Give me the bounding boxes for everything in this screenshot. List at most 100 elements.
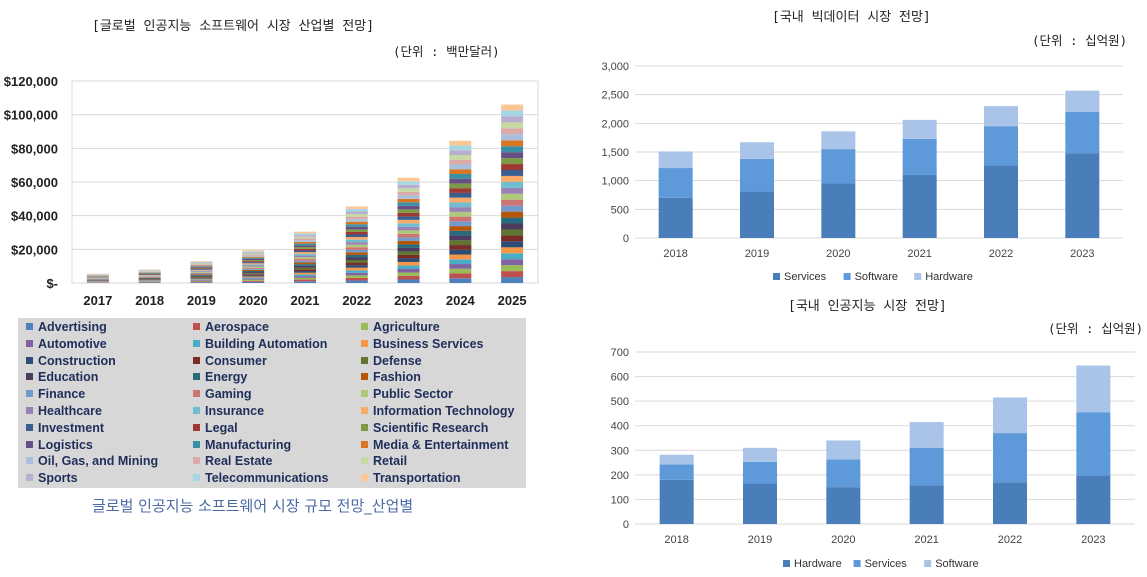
legend-label: Defense bbox=[373, 353, 422, 368]
legend-swatch bbox=[853, 560, 861, 567]
legend-label: Energy bbox=[205, 370, 248, 385]
bar-segment-2022-22 bbox=[345, 224, 368, 227]
bar-segment-2024-27 bbox=[449, 150, 472, 155]
legend-swatch bbox=[783, 560, 790, 567]
bar-segment-2019-12 bbox=[190, 273, 213, 275]
legend-label: Investment bbox=[38, 420, 104, 435]
y-tick-label: 500 bbox=[611, 204, 629, 216]
bar-hardware-2023 bbox=[1065, 90, 1100, 112]
x-tick-label: 2023 bbox=[1070, 248, 1094, 260]
legend-swatch bbox=[773, 273, 780, 280]
legend-label: Building Automation bbox=[205, 336, 328, 351]
legend-label: Business Services bbox=[373, 336, 484, 351]
bar-segment-2023-6 bbox=[397, 258, 420, 262]
bar-segment-2022-25 bbox=[345, 216, 368, 220]
legend-item: Fashion bbox=[361, 369, 421, 385]
bar-segment-2022-16 bbox=[345, 239, 368, 243]
bar-segment-2025-3 bbox=[501, 259, 524, 266]
bar-segment-2022-12 bbox=[345, 249, 368, 253]
bar-software-2018 bbox=[659, 454, 694, 465]
bar-segment-2025-22 bbox=[501, 146, 524, 153]
legend-item: Information Technology bbox=[361, 403, 514, 419]
left-chart-unit: (단위 : 백만달러) bbox=[393, 44, 500, 59]
legend-item: Insurance bbox=[193, 403, 264, 419]
x-tick-label: 2019 bbox=[748, 534, 772, 546]
bar-segment-2023-12 bbox=[397, 237, 420, 241]
bar-segment-2024-10 bbox=[449, 230, 472, 236]
bar-segment-2020-10 bbox=[242, 270, 265, 273]
bar-hardware-2019 bbox=[743, 483, 777, 524]
bar-segment-2019-28 bbox=[190, 261, 213, 263]
y-tick-label: $100,000 bbox=[4, 108, 58, 123]
bar-segment-2025-9 bbox=[501, 223, 524, 230]
bar-segment-2019-21 bbox=[190, 266, 213, 268]
legend-label: Manufacturing bbox=[205, 437, 292, 452]
bar-segment-2019-16 bbox=[190, 270, 213, 272]
bar-software-2022 bbox=[993, 397, 1027, 434]
bar-segment-2020-12 bbox=[242, 268, 265, 270]
bar-segment-2025-7 bbox=[501, 235, 524, 242]
legend-swatch bbox=[361, 323, 368, 330]
bar-segment-2020-20 bbox=[242, 260, 265, 262]
legend-item: Sports bbox=[26, 470, 78, 486]
legend-swatch bbox=[26, 356, 33, 364]
legend-swatch bbox=[193, 423, 200, 431]
bar-segment-2021-7 bbox=[294, 269, 316, 272]
bar-segment-2024-1 bbox=[449, 273, 472, 279]
bar-segment-2025-14 bbox=[501, 193, 524, 200]
bar-segment-2024-25 bbox=[449, 159, 472, 165]
bar-services-2021 bbox=[909, 447, 944, 486]
y-tick-label: 3,000 bbox=[601, 61, 629, 73]
legend-label: Software bbox=[935, 558, 978, 570]
legend-swatch bbox=[193, 457, 200, 465]
ai-chart-unit: (단위 : 십억원) bbox=[1048, 321, 1144, 336]
bar-segment-2020-1 bbox=[242, 280, 265, 282]
legend-label: Aerospace bbox=[205, 320, 269, 334]
bar-segment-2022-13 bbox=[345, 247, 368, 250]
bar-segment-2020-2 bbox=[242, 279, 265, 281]
bar-segment-2019-0 bbox=[190, 282, 213, 283]
bar-services-2018 bbox=[659, 464, 694, 480]
bar-segment-2024-6 bbox=[449, 249, 472, 255]
legend-item: Defense bbox=[361, 353, 422, 369]
bar-software-2019 bbox=[740, 158, 774, 192]
x-tick-label: 2023 bbox=[394, 293, 423, 308]
legend-item: Transportation bbox=[361, 470, 461, 486]
legend-label: Advertising bbox=[38, 320, 107, 334]
domestic-bigdata-chart: 0 500 1,000 1,500 2,000 2,500 3,000 2018 2019 202… bbox=[601, 61, 1123, 283]
y-tick-label: 100 bbox=[611, 494, 629, 506]
bar-segment-2021-2 bbox=[294, 277, 316, 280]
bar-services-2020 bbox=[821, 183, 856, 238]
bar-segment-2021-8 bbox=[294, 267, 316, 270]
bar-software-2019 bbox=[743, 447, 777, 462]
bar-segment-2019-11 bbox=[190, 274, 213, 275]
x-tick-label: 2022 bbox=[989, 248, 1013, 260]
legend-label: Gaming bbox=[205, 387, 252, 402]
y-tick-label: 0 bbox=[623, 233, 629, 245]
legend-swatch bbox=[193, 407, 200, 414]
bar-segment-2019-8 bbox=[190, 276, 213, 278]
legend-swatch bbox=[26, 373, 33, 381]
legend-label: Telecommunications bbox=[205, 471, 329, 486]
legend-swatch bbox=[361, 407, 368, 414]
bar-hardware-2023 bbox=[1076, 475, 1111, 524]
bar-segment-2019-7 bbox=[190, 277, 213, 278]
bar-segment-2025-4 bbox=[501, 253, 524, 260]
legend-swatch bbox=[914, 273, 922, 280]
bar-segment-2019-3 bbox=[190, 280, 213, 281]
bar-segment-2019-9 bbox=[190, 275, 213, 277]
bar-segment-2021-13 bbox=[294, 259, 316, 261]
ai-chart-title: [국내 인공지능 시장 전망] bbox=[788, 299, 947, 314]
bar-segment-2023-14 bbox=[397, 230, 420, 234]
y-tick-label: $80,000 bbox=[11, 141, 58, 156]
bar-segment-2023-18 bbox=[397, 216, 420, 220]
legend-swatch bbox=[193, 373, 200, 381]
bar-segment-2022-11 bbox=[345, 252, 368, 255]
bar-segment-2022-26 bbox=[345, 214, 368, 217]
legend-item: Gaming bbox=[193, 386, 252, 402]
bar-segment-2025-17 bbox=[501, 175, 524, 182]
bar-services-2019 bbox=[740, 191, 774, 238]
bar-segment-2020-27 bbox=[242, 252, 265, 254]
legend-swatch bbox=[193, 323, 200, 330]
legend-swatch bbox=[843, 273, 851, 280]
